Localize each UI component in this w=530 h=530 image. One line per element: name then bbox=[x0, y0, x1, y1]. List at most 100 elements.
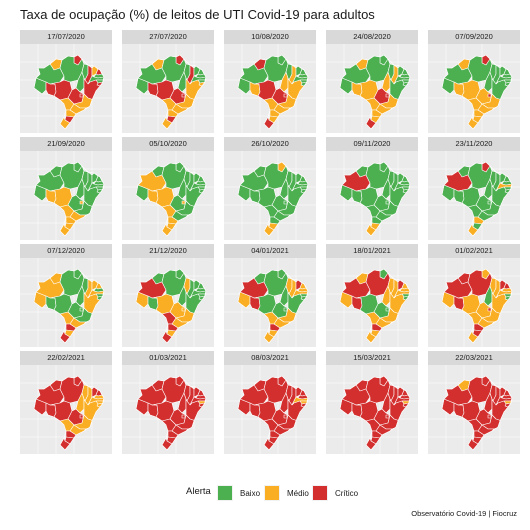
map-panel: 15/03/2021 bbox=[326, 351, 418, 454]
brazil-map bbox=[122, 258, 214, 347]
state-df bbox=[487, 200, 492, 205]
brazil-map bbox=[224, 151, 316, 240]
state-df bbox=[283, 200, 288, 205]
state-df bbox=[385, 307, 390, 312]
country-outline bbox=[135, 375, 207, 451]
brazil-map bbox=[224, 258, 316, 347]
map-plot-area bbox=[224, 258, 316, 347]
panel-date-label: 05/10/2020 bbox=[122, 137, 214, 151]
legend-key-medio bbox=[264, 485, 280, 501]
state-df bbox=[283, 93, 288, 98]
state-df bbox=[181, 414, 186, 419]
country-outline bbox=[135, 268, 207, 344]
panel-date-label: 07/09/2020 bbox=[428, 30, 520, 44]
panel-date-label: 09/11/2020 bbox=[326, 137, 418, 151]
map-plot-area bbox=[326, 151, 418, 240]
brazil-map bbox=[122, 151, 214, 240]
map-panel: 07/12/2020 bbox=[20, 244, 112, 347]
brazil-map bbox=[20, 151, 112, 240]
state-group bbox=[238, 162, 308, 236]
panel-date-label: 24/08/2020 bbox=[326, 30, 418, 44]
state-df bbox=[181, 200, 186, 205]
map-plot-area bbox=[122, 44, 214, 133]
state-df bbox=[487, 307, 492, 312]
brazil-map bbox=[428, 365, 520, 454]
state-df bbox=[79, 200, 84, 205]
panel-date-label: 22/03/2021 bbox=[428, 351, 520, 365]
panel-date-label: 17/07/2020 bbox=[20, 30, 112, 44]
map-plot-area bbox=[20, 258, 112, 347]
source-caption: Observatório Covid-19 | Fiocruz bbox=[411, 509, 517, 518]
legend-title: Alerta bbox=[186, 486, 211, 497]
country-outline bbox=[339, 161, 411, 237]
legend-key-baixo bbox=[217, 485, 233, 501]
panel-date-label: 21/09/2020 bbox=[20, 137, 112, 151]
map-plot-area bbox=[326, 258, 418, 347]
map-panel: 23/11/2020 bbox=[428, 137, 520, 240]
map-panel: 10/08/2020 bbox=[224, 30, 316, 133]
map-plot-area bbox=[20, 151, 112, 240]
panel-date-label: 18/01/2021 bbox=[326, 244, 418, 258]
country-outline bbox=[33, 54, 105, 130]
brazil-map bbox=[428, 44, 520, 133]
brazil-map bbox=[20, 44, 112, 133]
map-panel: 22/02/2021 bbox=[20, 351, 112, 454]
panel-date-label: 01/03/2021 bbox=[122, 351, 214, 365]
legend-key-critico bbox=[312, 485, 328, 501]
chart-title: Taxa de ocupação (%) de leitos de UTI Co… bbox=[20, 7, 375, 22]
panel-date-label: 15/03/2021 bbox=[326, 351, 418, 365]
country-outline bbox=[237, 375, 309, 451]
map-panel: 07/09/2020 bbox=[428, 30, 520, 133]
map-panel: 01/03/2021 bbox=[122, 351, 214, 454]
map-panel: 26/10/2020 bbox=[224, 137, 316, 240]
brazil-map bbox=[224, 44, 316, 133]
brazil-map bbox=[224, 365, 316, 454]
brazil-map bbox=[428, 151, 520, 240]
legend-label-critico: Crítico bbox=[335, 489, 359, 498]
brazil-map bbox=[326, 365, 418, 454]
country-outline bbox=[33, 161, 105, 237]
panel-date-label: 08/03/2021 bbox=[224, 351, 316, 365]
state-df bbox=[385, 200, 390, 205]
map-panel: 01/02/2021 bbox=[428, 244, 520, 347]
map-panel: 17/07/2020 bbox=[20, 30, 112, 133]
map-panel: 21/09/2020 bbox=[20, 137, 112, 240]
country-outline bbox=[441, 54, 513, 130]
legend-swatch-critico bbox=[313, 486, 327, 500]
brazil-map bbox=[20, 365, 112, 454]
country-outline bbox=[339, 54, 411, 130]
map-plot-area bbox=[428, 44, 520, 133]
map-panel: 27/07/2020 bbox=[122, 30, 214, 133]
map-panel: 24/08/2020 bbox=[326, 30, 418, 133]
brazil-map bbox=[20, 258, 112, 347]
map-plot-area bbox=[122, 151, 214, 240]
country-outline bbox=[339, 268, 411, 344]
map-plot-area bbox=[224, 44, 316, 133]
state-df bbox=[385, 93, 390, 98]
map-panel: 05/10/2020 bbox=[122, 137, 214, 240]
brazil-map bbox=[122, 365, 214, 454]
country-outline bbox=[33, 375, 105, 451]
state-df bbox=[79, 307, 84, 312]
panel-date-label: 26/10/2020 bbox=[224, 137, 316, 151]
brazil-map bbox=[326, 44, 418, 133]
map-panel: 04/01/2021 bbox=[224, 244, 316, 347]
state-group bbox=[340, 376, 410, 450]
map-panel: 22/03/2021 bbox=[428, 351, 520, 454]
state-group bbox=[442, 162, 512, 236]
panel-date-label: 27/07/2020 bbox=[122, 30, 214, 44]
panel-date-label: 07/12/2020 bbox=[20, 244, 112, 258]
legend: Alerta Baixo Médio Crítico bbox=[0, 485, 530, 501]
map-plot-area bbox=[428, 258, 520, 347]
panel-date-label: 23/11/2020 bbox=[428, 137, 520, 151]
legend-label-medio: Médio bbox=[287, 489, 309, 498]
panel-date-label: 22/02/2021 bbox=[20, 351, 112, 365]
brazil-map bbox=[428, 258, 520, 347]
map-plot-area bbox=[326, 44, 418, 133]
state-df bbox=[283, 414, 288, 419]
state-df bbox=[487, 93, 492, 98]
state-df bbox=[181, 307, 186, 312]
map-plot-area bbox=[326, 365, 418, 454]
country-outline bbox=[441, 375, 513, 451]
panel-date-label: 01/02/2021 bbox=[428, 244, 520, 258]
